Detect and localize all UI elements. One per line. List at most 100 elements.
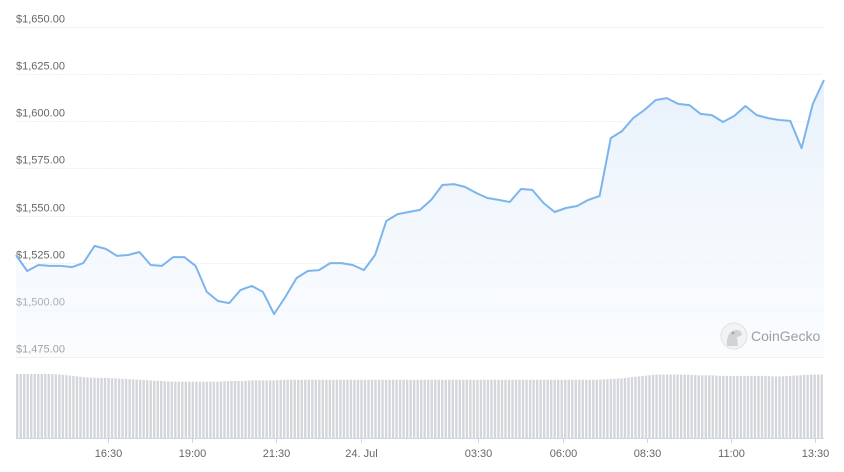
volume-bar: [177, 381, 180, 438]
volume-bar: [732, 375, 736, 438]
volume-bar: [311, 379, 314, 438]
volume-bar: [93, 377, 96, 438]
volume-bar: [641, 376, 644, 438]
volume-bar: [602, 379, 606, 438]
volume-bar: [346, 379, 349, 438]
volume-bar: [342, 379, 346, 438]
volume-bar: [623, 378, 627, 438]
volume-bar: [616, 378, 620, 438]
volume-bar: [469, 379, 472, 438]
volume-bar: [430, 379, 433, 438]
volume-bar: [686, 374, 690, 438]
volume-bar: [142, 380, 145, 438]
volume-bar: [676, 374, 679, 438]
volume-bar: [774, 376, 778, 438]
volume-bar: [609, 379, 613, 438]
volume-bar: [630, 377, 634, 438]
volume-bar: [525, 379, 528, 438]
volume-bar: [532, 379, 535, 438]
volume-bar: [437, 379, 440, 438]
volume-bar: [149, 380, 152, 438]
volume-bar: [128, 379, 131, 438]
volume-bar: [795, 375, 799, 438]
volume-bar: [103, 377, 107, 438]
volume-bar: [585, 379, 588, 438]
volume-bar: [788, 375, 792, 438]
volume-bar: [479, 379, 483, 438]
volume-bar: [332, 379, 335, 438]
volume-bar: [188, 381, 191, 438]
volume-bar: [110, 378, 114, 438]
y-tick-label: $1,575.00: [16, 155, 65, 167]
volume-bar: [557, 379, 560, 438]
volume-bar: [497, 379, 500, 438]
volume-bar: [212, 381, 216, 438]
volume-bar: [117, 378, 121, 438]
x-tick-label: 24. Jul: [345, 448, 377, 460]
volume-bar: [219, 381, 223, 438]
volume-bar: [757, 375, 760, 438]
volume-bar: [339, 379, 342, 438]
volume-bar: [40, 374, 43, 438]
volume-bar: [318, 379, 321, 438]
volume-bar: [314, 379, 318, 438]
volume-bar: [648, 375, 651, 438]
volume-bar: [96, 377, 100, 438]
volume-bar: [472, 379, 476, 438]
volume-bar: [658, 374, 662, 438]
x-tick-label: 03:30: [465, 448, 493, 460]
volume-bar: [405, 379, 409, 438]
volume-bar: [167, 381, 170, 438]
volume-bar: [33, 374, 36, 438]
volume-bar: [746, 375, 750, 438]
volume-bar: [697, 375, 700, 438]
volume-bar: [416, 379, 419, 438]
volume-bar: [725, 375, 729, 438]
volume-bar: [718, 375, 722, 438]
volume-bar: [205, 381, 209, 438]
volume-bar: [37, 374, 40, 438]
volume-bar: [395, 379, 398, 438]
volume-bar: [778, 376, 781, 438]
volume-bar: [507, 379, 511, 438]
volume-bar: [54, 374, 58, 438]
volume-bar: [282, 379, 286, 438]
volume-bar: [286, 379, 289, 438]
volume-bar: [644, 375, 648, 438]
volume-bar: [258, 380, 261, 438]
volume-bar: [564, 379, 567, 438]
volume-bar: [462, 379, 465, 438]
volume-bar: [448, 379, 451, 438]
watermark-text: CoinGecko: [751, 328, 820, 344]
volume-bar: [290, 379, 293, 438]
volume-bar: [360, 379, 363, 438]
volume-bar: [86, 377, 89, 438]
volume-bar: [44, 374, 47, 438]
volume-bar: [683, 374, 686, 438]
y-tick-label: $1,625.00: [16, 61, 65, 73]
volume-bar: [588, 379, 592, 438]
volume-bar: [279, 380, 282, 438]
volume-bar: [272, 380, 275, 438]
volume-bar: [476, 379, 479, 438]
volume-bar: [553, 379, 556, 438]
volume-bar: [412, 379, 416, 438]
volume-bar: [244, 380, 247, 438]
volume-bar: [736, 375, 739, 438]
volume-bar: [367, 379, 370, 438]
volume-bar: [785, 376, 788, 438]
volume-bar: [398, 379, 402, 438]
volume-bar: [202, 381, 205, 438]
gecko-head-icon: [726, 329, 742, 346]
x-tick-label: 11:00: [718, 448, 745, 460]
volume-bar: [595, 379, 599, 438]
volume-bar: [542, 379, 546, 438]
y-tick-label: $1,650.00: [16, 14, 65, 26]
volume-bar: [486, 379, 490, 438]
volume-bar: [434, 379, 437, 438]
volume-bar: [61, 374, 65, 438]
volume-bar: [722, 375, 725, 438]
volume-bar: [781, 376, 785, 438]
volume-bar: [240, 381, 244, 438]
volume-bar: [381, 379, 384, 438]
